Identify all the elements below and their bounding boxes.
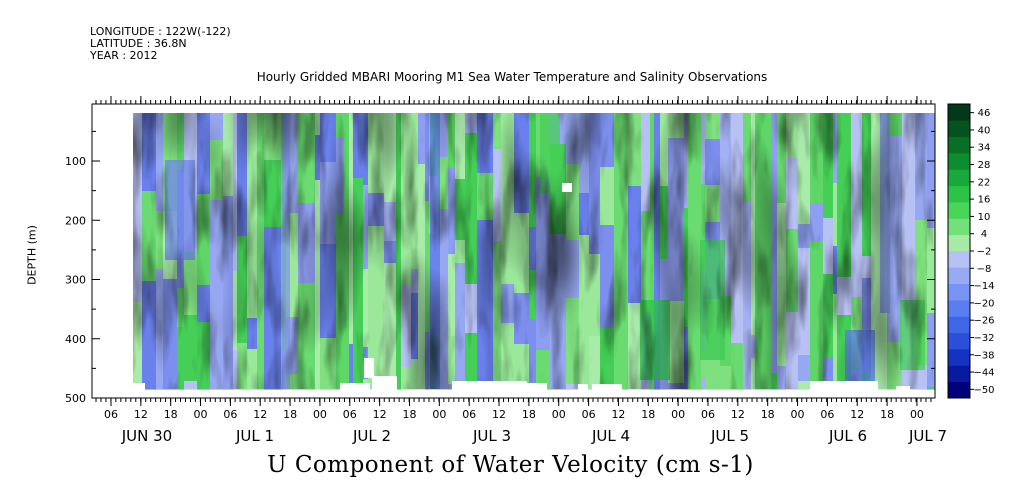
x-hour-tick-label: 00 — [671, 408, 685, 421]
y-tick-label: 200 — [65, 214, 86, 227]
colorbar-swatch — [948, 153, 970, 170]
colorbar-label: 16 — [978, 195, 991, 206]
year-label: YEAR : 2012 — [90, 49, 158, 62]
missing-data-patch — [810, 381, 878, 391]
colorbar-swatch — [948, 169, 970, 187]
colorbar-swatch — [948, 332, 970, 350]
x-day-label: JUN 30 — [121, 427, 172, 445]
colorbar-label: −8 — [977, 264, 992, 275]
x-day-label: JUL 7 — [908, 427, 947, 445]
x-day-label: JUL 2 — [352, 427, 391, 445]
x-hour-tick-label: 06 — [343, 408, 357, 421]
x-day-label: JUL 6 — [828, 427, 867, 445]
colorbar-label: −44 — [973, 368, 994, 379]
x-hour-tick-label: 06 — [701, 408, 715, 421]
colorbar-label: −26 — [973, 316, 994, 327]
colorbar-label: 22 — [978, 177, 991, 188]
x-hour-tick-label: 18 — [164, 408, 178, 421]
colorbar-label: 46 — [978, 108, 991, 119]
missing-data-patch — [562, 183, 572, 192]
colorbar-swatch — [948, 218, 970, 236]
colorbar-swatch — [948, 365, 970, 383]
missing-data-patch — [372, 376, 397, 390]
colorbar-swatch — [948, 251, 970, 268]
axes: 06 12 18 00 06 12 18 00 06 12 18 00 06 12 18 00 06 12 18 00… — [65, 96, 947, 445]
x-hour-tick-label: 18 — [761, 408, 775, 421]
colorbar-label: −2 — [977, 247, 992, 258]
x-hour-tick-label: 12 — [850, 408, 864, 421]
x-hour-tick-label: 12 — [373, 408, 387, 421]
heatmap-field — [129, 113, 935, 390]
x-hour-tick-label: 06 — [223, 408, 237, 421]
y-tick-label: 400 — [65, 333, 86, 346]
field-texture-blue — [129, 113, 933, 389]
x-hour-tick-label: 12 — [731, 408, 745, 421]
colorbar-label: −38 — [973, 350, 994, 361]
colorbar-swatch — [948, 120, 970, 138]
x-hour-tick-label: 18 — [880, 408, 894, 421]
colorbar-swatch — [948, 104, 970, 121]
x-hour-tick-label: 18 — [641, 408, 655, 421]
variable-title: U Component of Water Velocity (cm s-1) — [267, 452, 754, 478]
y-tick-label: 300 — [65, 274, 86, 287]
colorbar-swatch — [948, 381, 970, 399]
colorbar-label: 28 — [978, 160, 991, 171]
colorbar-label: −14 — [973, 281, 994, 292]
colorbar-swatch — [948, 283, 970, 301]
latitude-label: LATITUDE : 36.8N — [90, 37, 187, 50]
x-day-label: JUL 1 — [235, 427, 274, 445]
colorbar-swatch — [948, 234, 970, 252]
missing-data-patch — [896, 386, 910, 392]
x-hour-tick-label: 00 — [313, 408, 327, 421]
y-tick-label: 500 — [65, 392, 86, 405]
colorbar: −50 −44 −38 −32 −26 −20 −14 −8 −2 4 10 16 22 28 34 40 46 — [947, 103, 995, 399]
x-hour-tick-label: 00 — [432, 408, 446, 421]
y-tick-label: 100 — [65, 155, 86, 168]
missing-data-patch — [129, 383, 145, 391]
colorbar-swatch — [948, 202, 970, 219]
x-hour-tick-label: 00 — [791, 408, 805, 421]
missing-data-patch — [364, 358, 374, 378]
x-hour-tick-label: 18 — [522, 408, 536, 421]
missing-data-patch — [452, 381, 527, 391]
colorbar-swatch — [948, 300, 970, 317]
x-hour-tick-label: 06 — [104, 408, 118, 421]
colorbar-label: 10 — [978, 212, 991, 223]
longitude-label: LONGITUDE : 122W(-122) — [90, 25, 231, 38]
colorbar-swatch — [948, 316, 970, 334]
x-hour-tick-label: 06 — [582, 408, 596, 421]
colorbar-label: −50 — [973, 385, 994, 396]
colorbar-label: 34 — [978, 143, 991, 154]
colorbar-label: 40 — [978, 125, 991, 136]
missing-data-patch — [578, 384, 588, 392]
x-hour-tick-label: 18 — [283, 408, 297, 421]
missing-data-patch — [129, 113, 133, 389]
colorbar-swatch — [948, 349, 970, 366]
x-hour-tick-label: 06 — [462, 408, 476, 421]
x-hour-tick-label: 12 — [134, 408, 148, 421]
colorbar-label: 4 — [981, 229, 987, 240]
x-hour-tick-label: 12 — [253, 408, 267, 421]
colorbar-swatch — [948, 267, 970, 285]
missing-data-patch — [340, 383, 370, 391]
x-hour-tick-label: 06 — [820, 408, 834, 421]
x-hour-tick-label: 00 — [552, 408, 566, 421]
colorbar-label: −20 — [973, 298, 994, 309]
x-day-label: JUL 3 — [472, 427, 511, 445]
x-hour-tick-label: 00 — [194, 408, 208, 421]
chart-title: Hourly Gridded MBARI Mooring M1 Sea Wate… — [256, 70, 768, 84]
colorbar-swatch — [948, 185, 970, 203]
x-day-label: JUL 4 — [591, 427, 630, 445]
x-hour-tick-label: 18 — [403, 408, 417, 421]
missing-data-patch — [592, 384, 622, 392]
x-day-label: JUL 5 — [710, 427, 749, 445]
x-hour-tick-label: 12 — [492, 408, 506, 421]
colorbar-swatch — [948, 136, 970, 154]
x-hour-tick-label: 12 — [611, 408, 625, 421]
x-hour-tick-label: 00 — [910, 408, 924, 421]
missing-data-patches — [129, 113, 910, 392]
missing-data-patch — [527, 383, 547, 391]
colorbar-label: −32 — [973, 333, 994, 344]
